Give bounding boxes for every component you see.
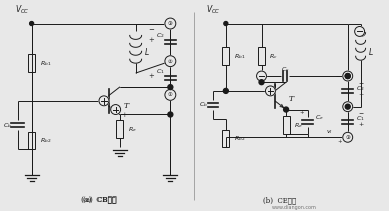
Circle shape xyxy=(168,85,173,90)
Text: $C_c$: $C_c$ xyxy=(281,65,290,74)
Text: −: − xyxy=(149,26,154,34)
Text: −: − xyxy=(358,111,363,116)
Bar xyxy=(28,54,35,72)
Bar xyxy=(28,131,35,149)
Text: $v_i$: $v_i$ xyxy=(326,128,333,136)
Text: −: − xyxy=(358,80,363,85)
Text: $R_c$: $R_c$ xyxy=(270,52,278,61)
Text: www.diangon.com: www.diangon.com xyxy=(272,205,317,210)
Circle shape xyxy=(111,105,121,115)
Circle shape xyxy=(257,71,266,81)
Circle shape xyxy=(30,22,33,26)
Circle shape xyxy=(265,86,275,96)
Circle shape xyxy=(345,74,350,78)
Text: $R_e$: $R_e$ xyxy=(128,125,137,134)
Bar xyxy=(223,47,229,65)
Text: $C_1$: $C_1$ xyxy=(156,67,165,76)
Text: +: + xyxy=(358,122,363,127)
Text: $R_e$: $R_e$ xyxy=(294,121,303,130)
Circle shape xyxy=(343,71,353,81)
Text: +: + xyxy=(122,111,127,119)
Text: $V_{CC}$: $V_{CC}$ xyxy=(15,3,30,16)
Text: +: + xyxy=(299,110,304,115)
Circle shape xyxy=(259,80,264,85)
Circle shape xyxy=(343,132,353,142)
Circle shape xyxy=(355,27,364,37)
Text: +: + xyxy=(149,72,154,80)
Text: ②: ② xyxy=(168,59,173,64)
Text: $L$: $L$ xyxy=(144,46,149,57)
Circle shape xyxy=(99,96,109,106)
Text: ①: ① xyxy=(168,92,173,97)
Text: ①: ① xyxy=(345,74,350,78)
Circle shape xyxy=(284,107,289,112)
Text: $L$: $L$ xyxy=(368,46,373,57)
Circle shape xyxy=(223,88,228,93)
Text: T: T xyxy=(124,102,129,110)
Text: $C_2$: $C_2$ xyxy=(356,84,364,93)
Text: ③: ③ xyxy=(168,21,173,26)
Text: $R_{b2}$: $R_{b2}$ xyxy=(40,136,51,145)
Circle shape xyxy=(165,56,176,67)
Text: $R_{b1}$: $R_{b1}$ xyxy=(40,59,51,68)
Text: +: + xyxy=(358,92,363,97)
Bar xyxy=(258,47,265,65)
Text: +: + xyxy=(338,139,342,144)
Bar xyxy=(283,116,289,134)
Text: $C_b$: $C_b$ xyxy=(199,100,208,109)
Circle shape xyxy=(165,89,176,100)
Circle shape xyxy=(165,18,176,29)
Text: $V_{CC}$: $V_{CC}$ xyxy=(206,3,221,16)
Text: (a)  CB组态: (a) CB组态 xyxy=(81,196,117,204)
Text: $R_{b2}$: $R_{b2}$ xyxy=(234,134,245,143)
Text: (a)  CB组态: (a) CB组态 xyxy=(82,196,116,204)
Circle shape xyxy=(224,22,228,26)
Text: $R_{b1}$: $R_{b1}$ xyxy=(234,52,245,61)
Bar xyxy=(223,130,229,147)
Text: T: T xyxy=(289,95,294,103)
Text: ②: ② xyxy=(345,104,350,109)
Circle shape xyxy=(168,112,173,117)
Circle shape xyxy=(345,104,350,109)
Text: $C_1$: $C_1$ xyxy=(356,115,364,123)
Text: (b)  CE组态: (b) CE组态 xyxy=(263,196,296,204)
Circle shape xyxy=(345,74,350,78)
Text: $C_e$: $C_e$ xyxy=(315,113,324,122)
Text: ③: ③ xyxy=(345,135,350,140)
Text: $C_2$: $C_2$ xyxy=(156,31,165,40)
Bar xyxy=(116,120,123,138)
Text: $C_b$: $C_b$ xyxy=(3,121,12,130)
Text: +: + xyxy=(149,36,154,44)
Circle shape xyxy=(343,102,353,112)
